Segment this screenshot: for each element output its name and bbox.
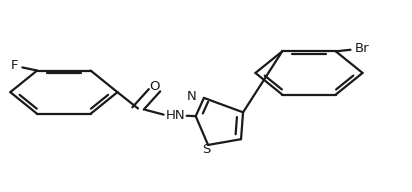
Text: O: O (149, 80, 160, 93)
Text: HN: HN (165, 109, 185, 122)
Text: F: F (11, 59, 18, 72)
Text: Br: Br (355, 42, 370, 55)
Text: N: N (187, 90, 197, 103)
Text: S: S (202, 143, 210, 156)
